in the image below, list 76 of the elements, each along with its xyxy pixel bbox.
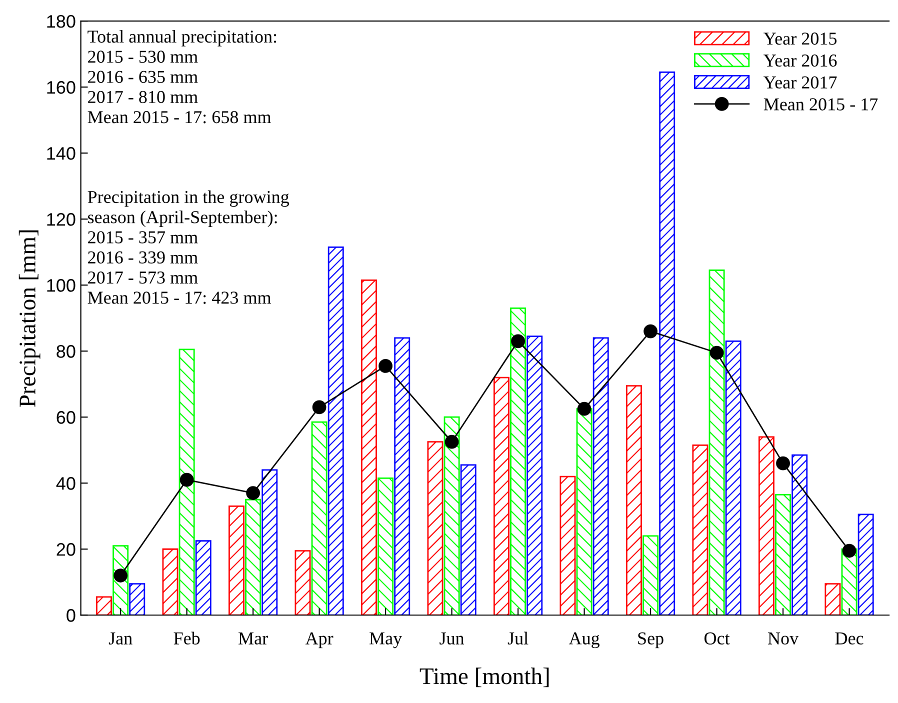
point xyxy=(511,334,525,348)
legend-label: Year 2016 xyxy=(764,54,837,67)
bar xyxy=(262,469,278,616)
bar xyxy=(592,337,609,616)
bar xyxy=(427,441,444,616)
bar xyxy=(394,337,410,616)
bar xyxy=(708,270,725,616)
x-tick-label: Jun xyxy=(440,632,464,644)
point xyxy=(114,568,128,582)
x-tick-label: Feb xyxy=(174,632,200,644)
bar xyxy=(725,340,742,616)
y-axis-title: Precipitation [mm] xyxy=(18,230,40,407)
point xyxy=(842,544,856,558)
bar xyxy=(245,498,262,616)
bar xyxy=(361,279,377,616)
y-tick-label: 160 xyxy=(47,81,76,94)
x-tick-label: May xyxy=(370,632,402,648)
x-tick-label: Nov xyxy=(768,632,799,644)
x-tick-label: Oct xyxy=(704,632,730,644)
point xyxy=(246,486,260,500)
y-tick-label: 100 xyxy=(47,279,76,292)
y-tick-label: 120 xyxy=(47,213,76,226)
bar xyxy=(758,436,774,616)
point xyxy=(776,456,790,470)
point xyxy=(444,434,459,449)
point xyxy=(378,359,392,373)
bar xyxy=(775,494,792,616)
bar xyxy=(626,385,642,616)
x-tick-label: Dec xyxy=(835,632,864,644)
y-tick-label: 20 xyxy=(56,543,76,556)
bar xyxy=(576,408,592,616)
point xyxy=(312,400,326,414)
annotation: Precipitation in the growing season (April-September): 2015 - 357 mm 2016 - 339 mm 2017 - 573 mm Mean 2015 - 17: 423 mm xyxy=(88,190,290,304)
point xyxy=(710,346,724,360)
x-tick-label: Jul xyxy=(508,632,528,644)
bar xyxy=(692,444,708,616)
legend-label: Year 2015 xyxy=(764,32,837,45)
bar xyxy=(96,596,112,616)
bar xyxy=(162,548,178,616)
bar xyxy=(328,246,344,616)
bar xyxy=(444,416,460,616)
bar xyxy=(560,476,576,616)
bar xyxy=(294,550,311,616)
bar xyxy=(178,348,195,616)
bar xyxy=(659,72,676,616)
bar xyxy=(858,514,874,616)
y-tick-label: 40 xyxy=(56,477,76,490)
x-tick-label: Sep xyxy=(638,632,664,648)
bar xyxy=(311,421,328,616)
legend-label: Year 2017 xyxy=(764,76,837,89)
bar xyxy=(642,535,659,616)
y-tick-label: 80 xyxy=(56,345,76,358)
x-axis-title: Time [month] xyxy=(420,668,549,688)
y-tick-label: 0 xyxy=(66,609,76,622)
bar xyxy=(460,464,476,616)
bar xyxy=(228,506,244,616)
y-tick-label: 60 xyxy=(56,411,76,424)
bar xyxy=(378,477,394,616)
x-tick-label: Mar xyxy=(238,632,268,644)
x-tick-label: Aug xyxy=(568,632,600,648)
bar xyxy=(526,336,543,616)
bar xyxy=(824,583,841,616)
bar xyxy=(129,583,146,616)
legend-label: Mean 2015 - 17 xyxy=(764,98,878,110)
bar xyxy=(195,540,212,616)
bar xyxy=(494,376,510,616)
x-tick-label: Apr xyxy=(305,632,334,648)
y-tick-label: 140 xyxy=(47,147,76,160)
x-tick-label: Jan xyxy=(108,632,132,644)
point xyxy=(180,472,194,487)
point xyxy=(644,324,658,338)
point xyxy=(577,402,592,416)
annotation: Total annual precipitation: 2015 - 530 mm 2016 - 635 mm 2017 - 810 mm Mean 2015 - 17: 658 mm xyxy=(88,30,276,124)
bar xyxy=(792,454,808,616)
y-tick-label: 180 xyxy=(47,15,76,28)
bar xyxy=(510,308,526,616)
